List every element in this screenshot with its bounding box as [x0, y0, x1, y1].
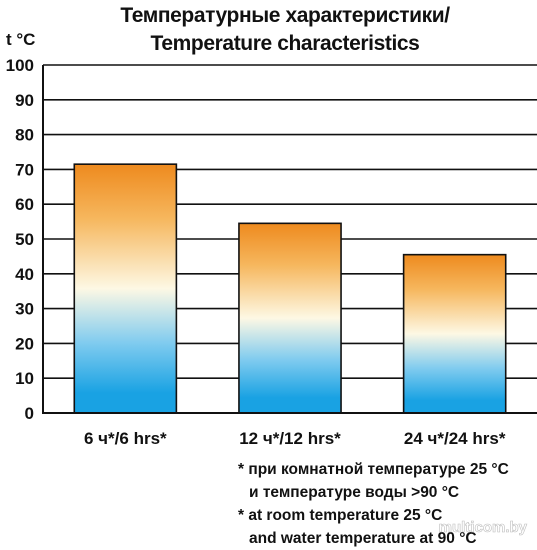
bars — [73, 163, 507, 414]
y-tick-label: 100 — [6, 56, 34, 75]
footnote-en-1: * at room temperature 25 °C — [238, 507, 442, 524]
watermark: multicom.by — [439, 519, 528, 536]
category-label: 12 ч*/12 hrs* — [239, 429, 341, 448]
bar-1 — [73, 163, 178, 414]
chart-subtitle: Temperature characteristics — [151, 32, 420, 55]
y-tick-label: 90 — [15, 91, 34, 110]
category-label: 24 ч*/24 hrs* — [404, 429, 506, 448]
y-tick-label: 20 — [15, 334, 34, 353]
footnote-ru-2: и температуре воды >90 °C — [249, 484, 459, 501]
category-label: 6 ч*/6 hrs* — [84, 429, 167, 448]
y-tick-label: 10 — [15, 369, 34, 388]
y-tick-label: 80 — [15, 126, 34, 145]
x-axis-categories: 6 ч*/6 hrs* 12 ч*/12 hrs* 24 ч*/24 hrs* — [84, 429, 506, 448]
y-tick-label: 70 — [15, 160, 34, 179]
y-tick-label: 50 — [15, 230, 34, 249]
bar-3 — [402, 253, 507, 414]
y-tick-label: 60 — [15, 195, 34, 214]
y-axis-ticks: 0 10 20 30 40 50 60 70 80 90 100 — [6, 56, 34, 423]
footnote-ru-1: * при комнатной температуре 25 °C — [238, 461, 509, 478]
y-tick-label: 30 — [15, 300, 34, 319]
bar-2 — [238, 222, 342, 414]
footnote-en-2: and water temperature at 90 °C — [249, 530, 477, 547]
y-tick-label: 0 — [25, 404, 34, 423]
chart-title: Температурные характеристики/ — [120, 4, 450, 27]
y-tick-label: 40 — [15, 265, 34, 284]
footnotes: * при комнатной температуре 25 °C и темп… — [238, 461, 509, 547]
y-axis-label: t °C — [6, 30, 35, 49]
